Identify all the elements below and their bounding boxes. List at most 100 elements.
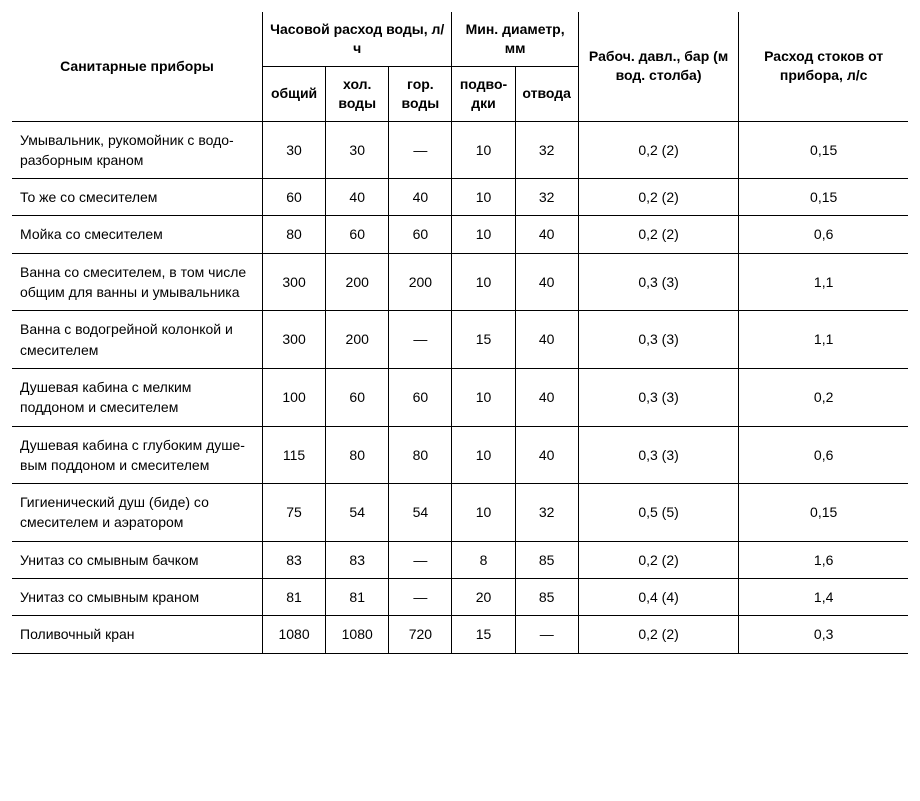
cell-cold: 1080 (326, 616, 389, 653)
cell-total: 300 (262, 311, 325, 369)
cell-outlet: 40 (515, 253, 578, 311)
table-row: Душевая кабина с глубоким душе­вым поддо… (12, 426, 908, 484)
cell-drain: 0,15 (739, 121, 908, 179)
cell-drain: 1,4 (739, 579, 908, 616)
cell-device-name: Ванна с водогрейной колонкой и смесителе… (12, 311, 262, 369)
cell-hot: 60 (389, 216, 452, 253)
cell-hot: 54 (389, 484, 452, 542)
cell-pressure: 0,2 (2) (578, 121, 739, 179)
cell-inlet: 8 (452, 541, 515, 578)
cell-outlet: 32 (515, 484, 578, 542)
cell-total: 300 (262, 253, 325, 311)
header-hourly-total: об­щий (262, 66, 325, 121)
cell-total: 1080 (262, 616, 325, 653)
cell-cold: 60 (326, 216, 389, 253)
cell-pressure: 0,3 (3) (578, 253, 739, 311)
cell-total: 100 (262, 368, 325, 426)
cell-pressure: 0,5 (5) (578, 484, 739, 542)
table-row: Ванна с водогрейной колонкой и смесителе… (12, 311, 908, 369)
cell-outlet: 85 (515, 541, 578, 578)
cell-pressure: 0,3 (3) (578, 426, 739, 484)
cell-cold: 60 (326, 368, 389, 426)
cell-outlet: 32 (515, 179, 578, 216)
header-pressure: Рабоч. давл., бар (м вод. столба) (578, 12, 739, 121)
cell-hot: 60 (389, 368, 452, 426)
table-row: Поливочный кран1080108072015—0,2 (2)0,3 (12, 616, 908, 653)
cell-total: 115 (262, 426, 325, 484)
cell-drain: 0,3 (739, 616, 908, 653)
cell-device-name: Гигиенический душ (биде) со смеси­телем … (12, 484, 262, 542)
cell-outlet: 40 (515, 426, 578, 484)
cell-cold: 30 (326, 121, 389, 179)
header-hourly-hot: гор. воды (389, 66, 452, 121)
header-devices: Санитарные приборы (12, 12, 262, 121)
cell-pressure: 0,2 (2) (578, 216, 739, 253)
cell-inlet: 10 (452, 216, 515, 253)
table-row: Гигиенический душ (биде) со смеси­телем … (12, 484, 908, 542)
cell-pressure: 0,3 (3) (578, 311, 739, 369)
cell-cold: 200 (326, 311, 389, 369)
cell-pressure: 0,2 (2) (578, 616, 739, 653)
cell-hot: — (389, 121, 452, 179)
cell-drain: 0,15 (739, 179, 908, 216)
cell-device-name: Душевая кабина с глубоким душе­вым поддо… (12, 426, 262, 484)
cell-inlet: 20 (452, 579, 515, 616)
cell-cold: 81 (326, 579, 389, 616)
cell-cold: 83 (326, 541, 389, 578)
cell-total: 60 (262, 179, 325, 216)
cell-total: 80 (262, 216, 325, 253)
table-row: Ванна со смесителем, в том числе общим д… (12, 253, 908, 311)
table-row: Унитаз со смывным краном8181—20850,4 (4)… (12, 579, 908, 616)
header-diameter-outlet: отво­да (515, 66, 578, 121)
header-diameter-inlet: подво­дки (452, 66, 515, 121)
cell-total: 75 (262, 484, 325, 542)
cell-inlet: 10 (452, 253, 515, 311)
cell-outlet: — (515, 616, 578, 653)
header-drain: Расход стоков от прибора, л/с (739, 12, 908, 121)
cell-drain: 0,6 (739, 426, 908, 484)
cell-device-name: Умывальник, рукомойник с водо­разборным … (12, 121, 262, 179)
cell-cold: 80 (326, 426, 389, 484)
cell-device-name: Унитаз со смывным бачком (12, 541, 262, 578)
header-diameter-group: Мин. диаметр, мм (452, 12, 578, 66)
table-row: Умывальник, рукомойник с водо­разборным … (12, 121, 908, 179)
cell-outlet: 40 (515, 368, 578, 426)
cell-pressure: 0,2 (2) (578, 541, 739, 578)
cell-drain: 1,1 (739, 311, 908, 369)
table-body: Умывальник, рукомойник с водо­разборным … (12, 121, 908, 653)
cell-total: 30 (262, 121, 325, 179)
cell-hot: 80 (389, 426, 452, 484)
cell-hot: 40 (389, 179, 452, 216)
cell-pressure: 0,2 (2) (578, 179, 739, 216)
cell-outlet: 40 (515, 311, 578, 369)
cell-inlet: 10 (452, 426, 515, 484)
cell-device-name: Мойка со смесителем (12, 216, 262, 253)
header-hourly-group: Часовой расход воды, л/ч (262, 12, 451, 66)
cell-hot: 200 (389, 253, 452, 311)
cell-device-name: Унитаз со смывным краном (12, 579, 262, 616)
cell-device-name: Душевая кабина с мелким поддоном и смеси… (12, 368, 262, 426)
cell-drain: 0,15 (739, 484, 908, 542)
table-header: Санитарные приборы Часовой расход воды, … (12, 12, 908, 121)
cell-outlet: 32 (515, 121, 578, 179)
cell-device-name: Ванна со смесителем, в том числе общим д… (12, 253, 262, 311)
cell-device-name: Поливочный кран (12, 616, 262, 653)
table-row: Душевая кабина с мелким поддоном и смеси… (12, 368, 908, 426)
cell-pressure: 0,3 (3) (578, 368, 739, 426)
cell-total: 81 (262, 579, 325, 616)
cell-pressure: 0,4 (4) (578, 579, 739, 616)
cell-hot: — (389, 311, 452, 369)
cell-inlet: 10 (452, 121, 515, 179)
cell-total: 83 (262, 541, 325, 578)
cell-hot: 720 (389, 616, 452, 653)
cell-cold: 40 (326, 179, 389, 216)
table-row: Унитаз со смывным бачком8383—8850,2 (2)1… (12, 541, 908, 578)
sanitary-devices-table: Санитарные приборы Часовой расход воды, … (12, 12, 908, 654)
cell-drain: 1,6 (739, 541, 908, 578)
table-row: Мойка со смесителем80606010400,2 (2)0,6 (12, 216, 908, 253)
cell-inlet: 10 (452, 368, 515, 426)
cell-drain: 0,6 (739, 216, 908, 253)
header-hourly-cold: хол. воды (326, 66, 389, 121)
table-row: То же со смесителем60404010320,2 (2)0,15 (12, 179, 908, 216)
cell-inlet: 10 (452, 484, 515, 542)
